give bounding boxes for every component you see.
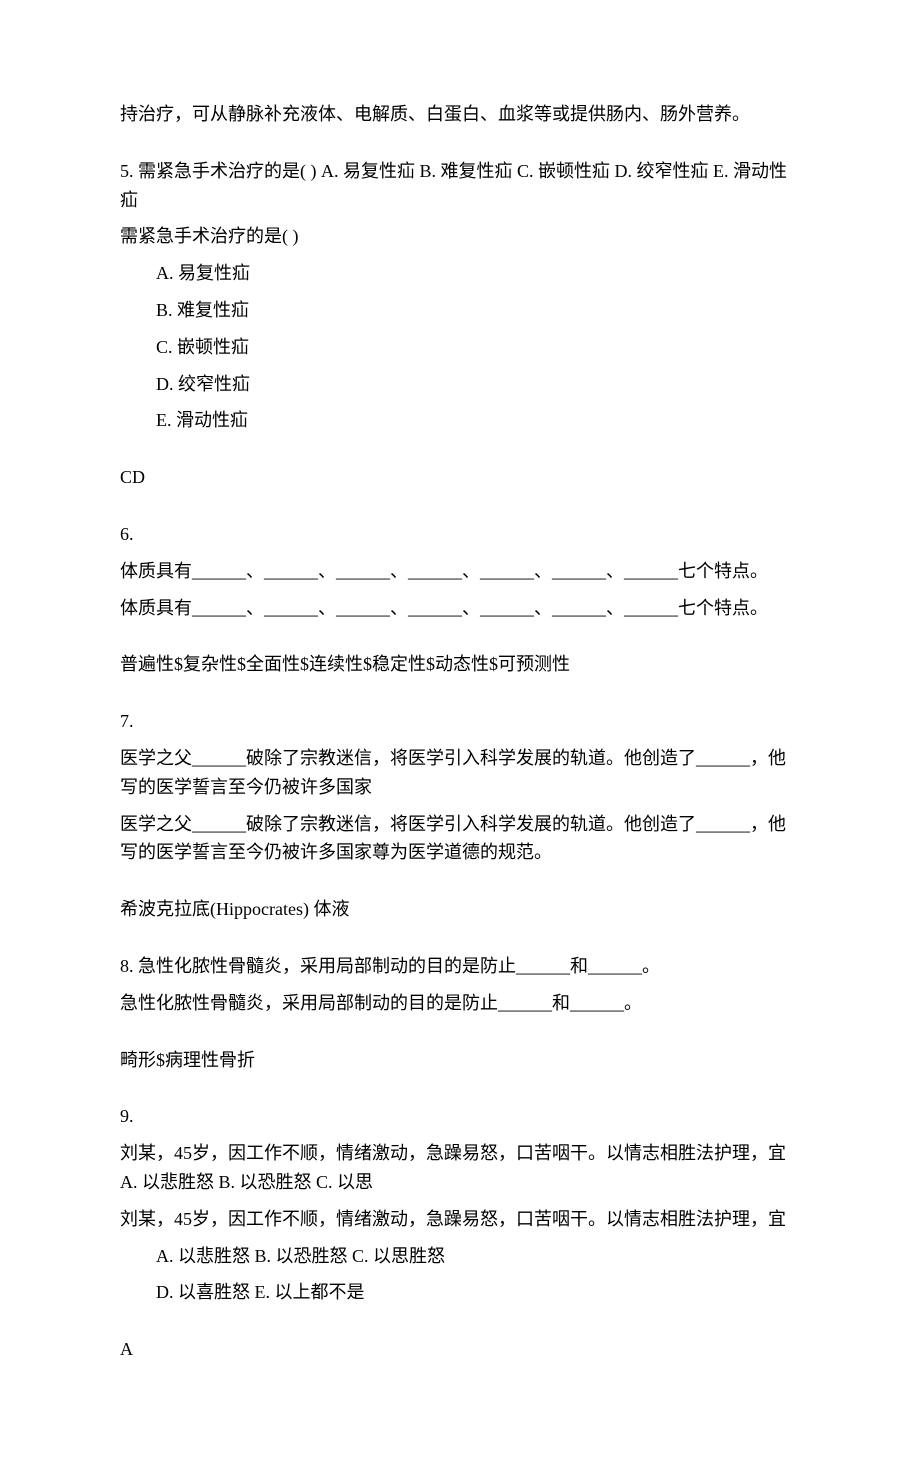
q5-option-b: B. 难复性疝 [120,296,800,325]
q5-option-a: A. 易复性疝 [120,259,800,288]
q5-option-c: C. 嵌顿性疝 [120,333,800,362]
q7-line1: 医学之父______破除了宗教迷信，将医学引入科学发展的轨道。他创造了_____… [120,744,800,802]
q9-line1: 刘某，45岁，因工作不顺，情绪激动，急躁易怒，口苦咽干。以情志相胜法护理，宜 A… [120,1139,800,1197]
q5-stem-line2: 需紧急手术治疗的是( ) [120,222,800,251]
q5-option-e: E. 滑动性疝 [120,406,800,435]
q5-option-d: D. 绞窄性疝 [120,370,800,399]
q9-number: 9. [120,1102,800,1131]
q9-answer: A [120,1335,800,1364]
q8-answer: 畸形$病理性骨折 [120,1046,800,1075]
q9-options-de: D. 以喜胜怒 E. 以上都不是 [120,1278,800,1307]
q6-answer: 普遍性$复杂性$全面性$连续性$稳定性$动态性$可预测性 [120,650,800,679]
q7-number: 7. [120,707,800,736]
q7-line2: 医学之父______破除了宗教迷信，将医学引入科学发展的轨道。他创造了_____… [120,810,800,868]
q6-line2: 体质具有______、______、______、______、______、_… [120,594,800,623]
intro-text: 持治疗，可从静脉补充液体、电解质、白蛋白、血浆等或提供肠内、肠外营养。 [120,100,800,129]
q6-number: 6. [120,520,800,549]
q9-options-abc: A. 以悲胜怒 B. 以恐胜怒 C. 以思胜怒 [120,1242,800,1271]
q6-line1: 体质具有______、______、______、______、______、_… [120,557,800,586]
q8-line1: 8. 急性化脓性骨髓炎，采用局部制动的目的是防止______和______。 [120,952,800,981]
q8-line2: 急性化脓性骨髓炎，采用局部制动的目的是防止______和______。 [120,989,800,1018]
q5-answer: CD [120,463,800,492]
q7-answer: 希波克拉底(Hippocrates) 体液 [120,895,800,924]
q5-stem-line1: 5. 需紧急手术治疗的是( ) A. 易复性疝 B. 难复性疝 C. 嵌顿性疝 … [120,157,800,215]
q9-line2: 刘某，45岁，因工作不顺，情绪激动，急躁易怒，口苦咽干。以情志相胜法护理，宜 [120,1205,800,1234]
